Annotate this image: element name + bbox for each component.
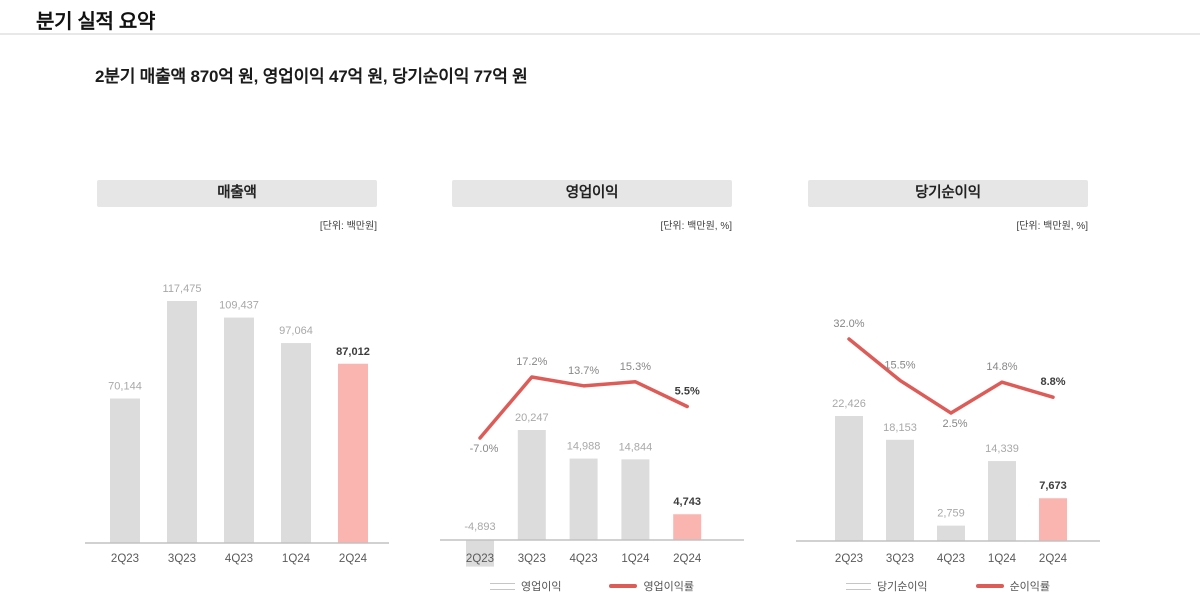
chart-title-net-income: 당기순이익 [808,180,1088,207]
legend-label: 영업이익 [520,581,562,593]
bar [224,317,254,543]
bar [167,301,197,543]
trend-line [847,337,1055,415]
bar [110,398,140,543]
unit-label-revenue: [단위: 백만원] [319,221,377,232]
x-axis-label: 3Q23 [518,553,546,565]
net-income-chart: 22,426 18,153 2,759 14,339 7,673 2Q23 3Q23 4Q23… [796,318,1100,565]
chart-panel-net-income: 당기순이익 [단위: 백만원, %] 22,426 18,153 2,759 14,3… [796,180,1100,600]
percent-label: 14.8% [986,361,1017,373]
bar [281,343,311,543]
bar [1039,498,1067,541]
bar-value-label: 70,144 [108,381,142,393]
bar-value-label: 117,475 [163,283,202,295]
x-axis-label: 4Q23 [225,553,253,565]
bar-value-label: -4,893 [464,521,495,533]
percent-label: 15.5% [884,359,915,371]
x-axis-label: 2Q23 [835,553,863,565]
x-axis-label: 4Q23 [570,553,598,565]
bar [569,458,598,540]
percent-label: 2.5% [942,418,967,430]
bar-value-label: 87,012 [336,346,370,358]
legend-label: 순이익률 [1009,581,1051,593]
x-axis-label: 1Q24 [621,553,650,565]
bar-value-label: 2,759 [937,508,965,520]
operating-profit-legend: 영업이익 영업이익률 [452,578,732,594]
percent-label: 32.0% [833,318,864,330]
percent-label: 13.7% [568,365,599,377]
x-axis-label: 2Q24 [339,553,368,565]
bar-value-label: 20,247 [515,412,549,424]
chart-title-revenue: 매출액 [97,180,377,207]
unit-label-operating-profit: [단위: 백만원, %] [660,221,732,232]
bar [673,514,702,540]
legend-item-bar-series: 당기순이익 [845,578,928,594]
bar-value-label: 22,426 [832,398,866,410]
legend-item-bar-series: 영업이익 [489,578,562,594]
legend-label: 영업이익률 [643,581,695,593]
unit-label-net-income: [단위: 백만원, %] [1016,221,1088,232]
bar-value-label: 14,988 [567,441,601,453]
x-axis-label: 1Q24 [282,553,311,565]
page-title: 분기 실적 요약 [36,11,156,33]
bar [338,363,368,543]
bar-value-label: 14,339 [985,443,1019,455]
bar-value-label: 14,844 [619,441,653,453]
bar-value-label: 97,064 [279,325,313,337]
bar [835,416,863,541]
summary-subtitle: 2분기 매출액 870억 원, 영업이익 47억 원, 당기순이익 77억 원 [95,67,528,86]
x-axis-label: 3Q23 [168,553,196,565]
x-axis-label: 1Q24 [988,553,1017,565]
legend-item-line-series: 영업이익률 [609,578,694,594]
percent-label: -7.0% [470,443,499,455]
legend-item-line-series: 순이익률 [975,578,1051,594]
net-income-legend: 당기순이익 순이익률 [808,578,1088,594]
trend-line [478,375,689,440]
x-axis-label: 4Q23 [937,553,965,565]
line-swatch-icon [975,584,1004,588]
chart-panel-revenue: 매출액 [단위: 백만원] 70,144 117,475 109,437 97,064… [85,180,389,600]
percent-label: 5.5% [675,385,700,397]
bar [886,439,914,541]
x-axis-label: 2Q24 [673,553,702,565]
chart-panel-operating-profit: 영업이익 [단위: 백만원, %] -4,893 20,247 14,988 14,8… [440,180,744,600]
chart-title-operating-profit: 영업이익 [452,180,732,207]
bar-value-label: 109,437 [219,300,259,312]
percent-label: 15.3% [620,361,651,373]
revenue-bar-chart: 70,144 117,475 109,437 97,064 87,012 2Q23 3Q23… [85,283,389,565]
bar-swatch-icon [489,582,515,590]
bar-value-label: 7,673 [1039,480,1067,492]
percent-label: 8.8% [1040,376,1065,388]
x-axis-label: 2Q23 [466,553,494,565]
bar-value-label: 18,153 [883,422,917,434]
bar [937,525,965,541]
bar [988,461,1016,541]
bar [517,430,546,540]
line-swatch-icon [609,584,638,588]
x-axis-label: 2Q23 [111,553,139,565]
x-axis-label: 2Q24 [1039,553,1068,565]
bar-value-label: 4,743 [673,496,701,508]
x-axis-label: 3Q23 [886,553,914,565]
bar [466,540,494,567]
operating-profit-chart: -4,893 20,247 14,988 14,844 4,743 2Q23 3Q23 4Q2… [440,356,744,567]
bar-swatch-icon [845,582,871,590]
percent-label: 17.2% [516,356,547,368]
bar [621,459,650,540]
legend-label: 당기순이익 [876,581,928,593]
title-divider [0,33,1200,35]
